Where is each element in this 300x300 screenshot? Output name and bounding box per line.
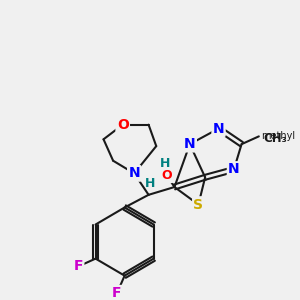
Text: F: F [74, 260, 83, 273]
Text: H: H [160, 157, 170, 170]
Text: CH₃: CH₃ [264, 132, 287, 145]
Text: N: N [128, 167, 140, 180]
Text: N: N [213, 122, 224, 136]
Text: N: N [228, 163, 240, 176]
Text: H: H [145, 177, 156, 190]
Text: O: O [117, 118, 129, 132]
Text: N: N [184, 137, 196, 151]
Text: O: O [161, 169, 172, 182]
Text: F: F [112, 286, 122, 300]
Text: S: S [194, 198, 203, 212]
Text: methyl: methyl [261, 131, 295, 141]
